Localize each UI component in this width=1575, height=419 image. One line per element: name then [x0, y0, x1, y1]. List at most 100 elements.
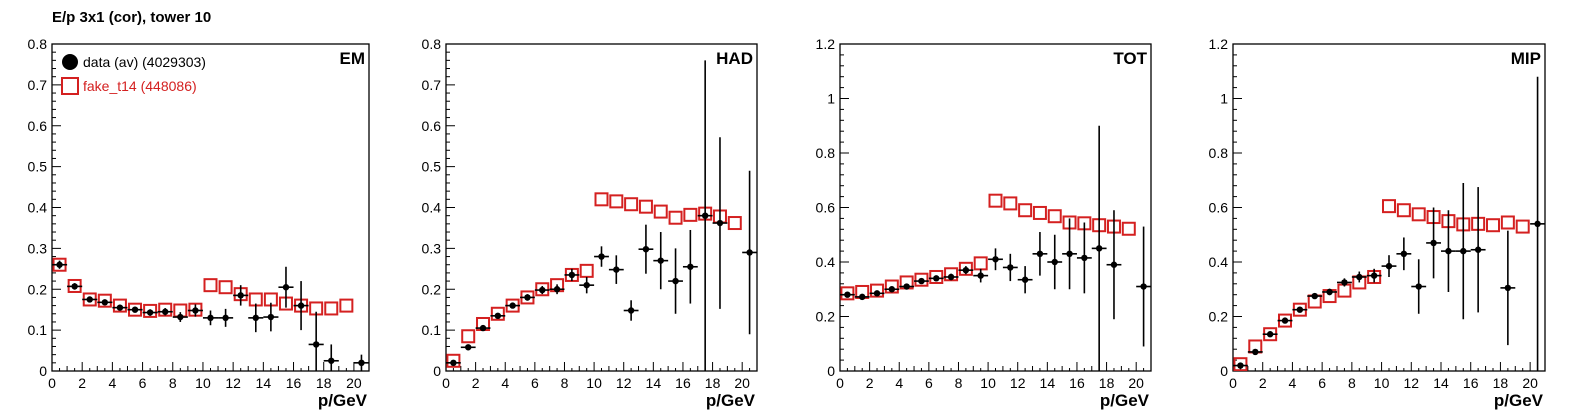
data-point [146, 309, 154, 316]
data-point [539, 286, 546, 294]
fake-point [535, 282, 550, 297]
data-point [1385, 262, 1393, 270]
y-tick-label: 0.1 [422, 322, 442, 338]
x-tick-label: 0 [442, 375, 450, 391]
fake-point [97, 293, 112, 308]
x-tick-label: 20 [1128, 375, 1144, 391]
chart-panel-em: 0 2 4 6 8 10 12 14 16 18 20 0 0.1 0.2 0.3 0.4 0.5 0.6 0.7 0… [28, 36, 370, 410]
legend: data (av) (4029303) fake_t14 (448086) [61, 54, 206, 95]
x-tick-label: 8 [1348, 375, 1356, 391]
data-point [583, 281, 590, 289]
y-tick-label: 0.2 [422, 281, 442, 297]
data-point [977, 272, 984, 279]
fake-point [203, 278, 218, 293]
data-point [642, 245, 650, 253]
x-tick-label: 14 [1433, 375, 1449, 391]
fake-point [1003, 196, 1018, 211]
y-tick-label: 0.2 [1209, 309, 1229, 325]
y-tick-label: 0.4 [1209, 254, 1229, 270]
y-tick-label: 0.5 [422, 159, 442, 175]
data-point [716, 219, 724, 227]
y-tick-label: 0.6 [28, 118, 48, 134]
fake-point [1515, 219, 1530, 234]
x-axis-title: p/GeV [318, 391, 368, 410]
data-point [162, 308, 169, 315]
data-point [1252, 348, 1259, 356]
data-point [568, 271, 576, 279]
x-tick-label: 10 [586, 375, 602, 391]
fake-point [1382, 199, 1396, 214]
x-tick-label: 20 [346, 375, 362, 391]
fake-point [461, 329, 476, 344]
x-tick-label: 16 [1463, 375, 1479, 391]
data-point [1504, 284, 1512, 292]
fake-point [624, 197, 639, 212]
y-tick-label: 0.7 [422, 77, 442, 93]
page-title: E/p 3x1 (cor), tower 10 [52, 9, 212, 26]
data-point [267, 313, 275, 321]
x-tick-label: 6 [531, 375, 539, 391]
series-layer [52, 257, 369, 371]
data-point [1266, 331, 1274, 338]
data-point [1140, 283, 1147, 290]
y-tick-label: 0.8 [816, 145, 836, 161]
data-point [873, 290, 881, 297]
data-point [888, 286, 896, 293]
x-tick-label: 0 [836, 375, 844, 391]
data-point [657, 257, 664, 264]
x-axis-title: p/GeV [1100, 391, 1150, 410]
data-point [1534, 220, 1541, 228]
fake-point [1411, 207, 1426, 222]
x-tick-label: 4 [895, 375, 903, 391]
series-layer [840, 125, 1151, 371]
panel-label: HAD [716, 49, 753, 68]
fake-point [218, 280, 233, 295]
x-tick-label: 12 [225, 375, 241, 391]
x-tick-label: 18 [1493, 375, 1509, 391]
y-tick-label: 1 [827, 91, 835, 107]
x-tick-label: 8 [169, 375, 177, 391]
fake-point [727, 216, 742, 231]
data-point [1007, 264, 1014, 271]
fake-point [653, 204, 668, 219]
data-point [1341, 279, 1348, 286]
data-point [450, 359, 457, 367]
fake-point [870, 283, 885, 298]
fake-point [490, 306, 505, 321]
fake-point [158, 302, 173, 317]
y-tick-label: 1.2 [1209, 36, 1229, 52]
data-point [1311, 292, 1318, 300]
y-tick-label: 0 [1220, 363, 1228, 379]
fake-point [1032, 205, 1047, 220]
data-point [859, 293, 866, 301]
data-point [1021, 276, 1029, 283]
data-point [1356, 273, 1363, 281]
data-point [1370, 272, 1378, 279]
data-point [613, 266, 620, 273]
fake-point [988, 193, 1003, 208]
fake-point [929, 269, 944, 284]
fake-point [1396, 203, 1411, 218]
x-tick-label: 0 [48, 375, 56, 391]
y-tick-label: 0.6 [422, 118, 442, 134]
x-tick-label: 20 [1522, 375, 1538, 391]
data-point [56, 261, 63, 268]
data-point [1110, 261, 1118, 268]
series-layer [1233, 76, 1545, 371]
x-tick-label: 6 [1318, 375, 1326, 391]
fake-point [1018, 203, 1033, 218]
x-tick-label: 2 [472, 375, 480, 391]
y-tick-label: 0.8 [1209, 145, 1229, 161]
data-point [86, 296, 93, 303]
data-point [962, 266, 970, 274]
data-point [237, 292, 244, 299]
chart-panel-had: 0 2 4 6 8 10 12 14 16 18 20 0 0.1 0.2 0.3 0.4 0.5 0.6 0.7 0… [422, 36, 758, 410]
panel-label: EM [340, 49, 366, 68]
data-point [746, 249, 753, 256]
data-point [282, 284, 290, 291]
x-tick-label: 12 [1403, 375, 1419, 391]
x-tick-label: 16 [675, 375, 691, 391]
fake-point [944, 267, 959, 282]
y-tick-label: 0.1 [28, 322, 48, 338]
